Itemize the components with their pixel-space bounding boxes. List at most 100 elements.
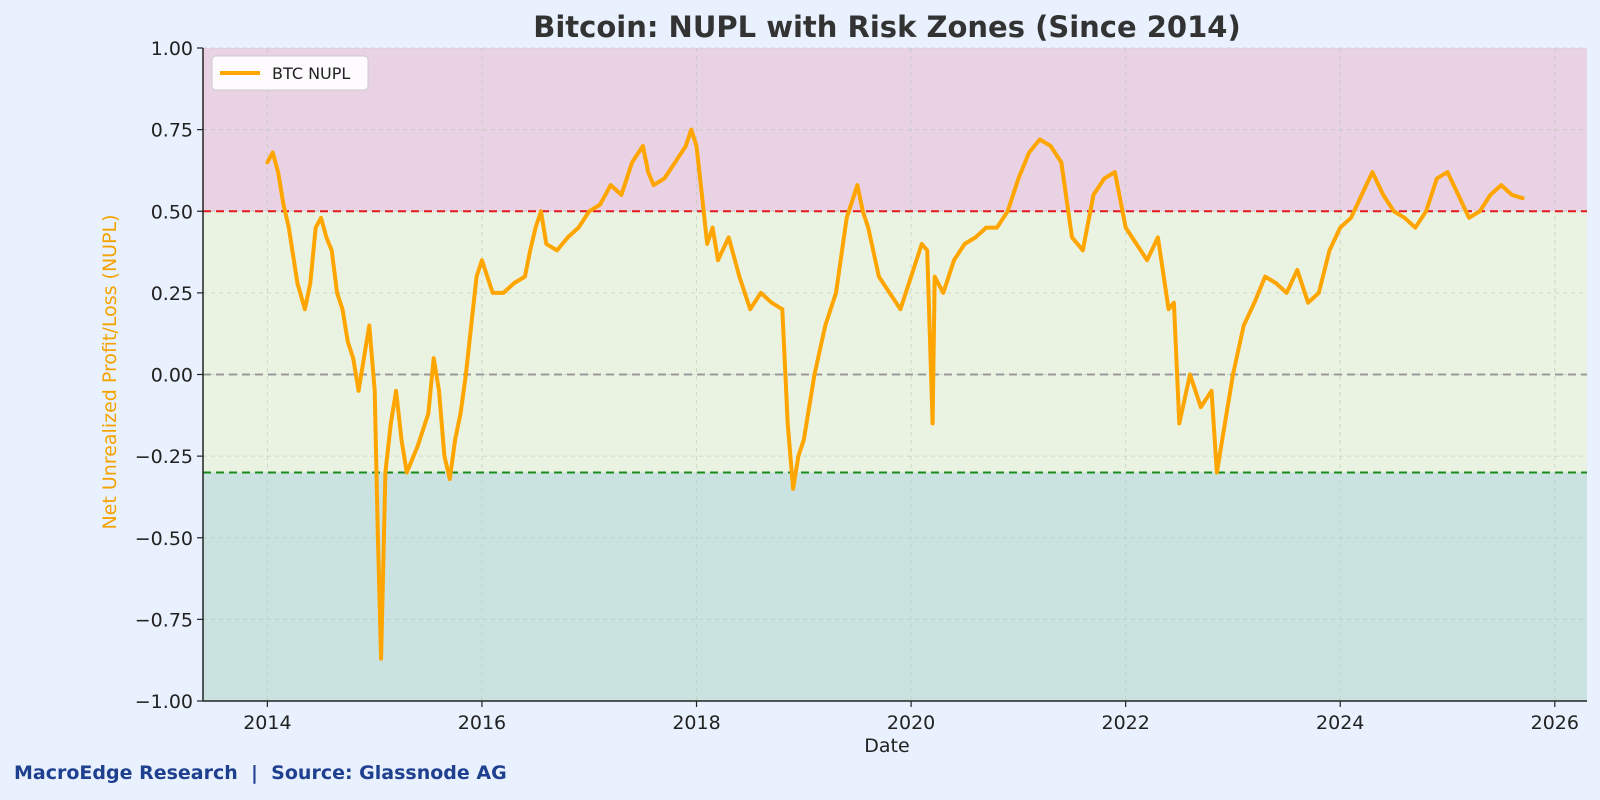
data-point [1306,301,1310,305]
chart-title: Bitcoin: NUPL with Risk Zones (Since 201… [533,10,1240,44]
data-point [533,225,538,230]
data-point [346,340,350,344]
y-tick-label: 0.75 [151,120,193,142]
data-point [770,301,774,305]
data-point [1231,372,1235,377]
y-tick-label: 1.00 [151,38,193,60]
data-point [523,274,527,279]
data-point [340,307,345,311]
data-point [351,356,355,360]
x-tick-label: 2018 [672,712,720,734]
data-point [1188,372,1192,377]
data-point [705,242,709,246]
data-point [1091,193,1096,197]
data-point [1349,216,1353,220]
data-point [652,183,656,187]
legend-label-btc-nupl: BTC NUPL [272,64,350,83]
data-point [963,242,967,246]
data-point [1059,160,1063,164]
data-point [271,150,275,155]
data-point [1413,225,1417,230]
x-tick-label: 2016 [458,712,506,734]
data-point [1521,196,1525,200]
data-point [700,193,704,197]
data-point [1499,183,1503,187]
data-point [1467,216,1471,220]
data-point [276,170,280,174]
y-tick-label: 0.00 [151,365,193,387]
data-point [1488,193,1493,197]
data-point [1360,193,1364,197]
data-point [415,444,420,448]
data-point [335,291,339,295]
data-point [1274,281,1278,285]
data-point [474,274,479,279]
data-point [619,193,624,197]
data-point [1215,470,1219,475]
data-point [973,235,978,239]
data-point [314,225,318,230]
data-point [925,248,929,253]
data-point [1016,177,1020,181]
data-point [1478,209,1482,213]
x-ticks: 2014 2016 2018 2020 2022 2024 2026 [243,701,1579,734]
y-tick-label: −0.50 [135,528,193,550]
risk-zones [203,48,1587,701]
legend: BTC NUPL [211,55,369,91]
data-point [1209,389,1214,393]
y-axis-label: Net Unrealized Profit/Loss (NUPL) [99,214,121,529]
data-point [1392,209,1396,213]
data-point [1113,170,1117,174]
data-point [941,291,945,295]
data-point [330,248,334,253]
footer-source: MacroEdge Research | Source: Glassnode A… [14,762,507,784]
data-point [952,258,956,262]
data-point [1172,301,1176,305]
data-point [898,307,902,311]
data-point [1081,248,1085,253]
data-point [1510,193,1514,197]
data-point [1370,170,1375,174]
data-point [646,170,650,174]
data-point [641,144,645,148]
x-tick-label: 2024 [1316,712,1364,734]
data-point [711,225,715,230]
data-point [1295,268,1299,272]
x-tick-label: 2014 [243,712,291,734]
data-point [933,274,937,279]
x-tick-label: 2020 [887,712,935,734]
data-point [576,225,581,230]
data-point [394,389,398,393]
data-point [399,438,404,442]
data-point [383,470,387,475]
data-point [737,274,742,279]
data-point [1424,209,1428,213]
data-point [866,225,870,230]
data-point [909,274,913,279]
data-point [609,183,613,187]
data-point [432,356,436,360]
data-point [1038,137,1042,142]
data-point [480,258,484,262]
y-tick-label: −1.00 [135,691,193,713]
data-point [861,209,865,213]
data-point [802,438,806,442]
data-point [748,307,752,311]
data-point [759,291,763,295]
data-point [662,177,666,181]
data-point [426,412,430,416]
data-point [1435,177,1439,181]
data-point [448,477,452,481]
data-point [308,281,312,285]
data-point [491,291,495,295]
legend-box [211,55,369,91]
y-tick-label: 0.25 [151,283,193,305]
data-point [598,203,602,207]
data-point [1445,170,1450,174]
data-point [1134,242,1138,246]
data-point [1156,235,1160,239]
risk-zone-band [203,472,1587,701]
data-point [555,248,559,253]
data-point [303,307,307,311]
